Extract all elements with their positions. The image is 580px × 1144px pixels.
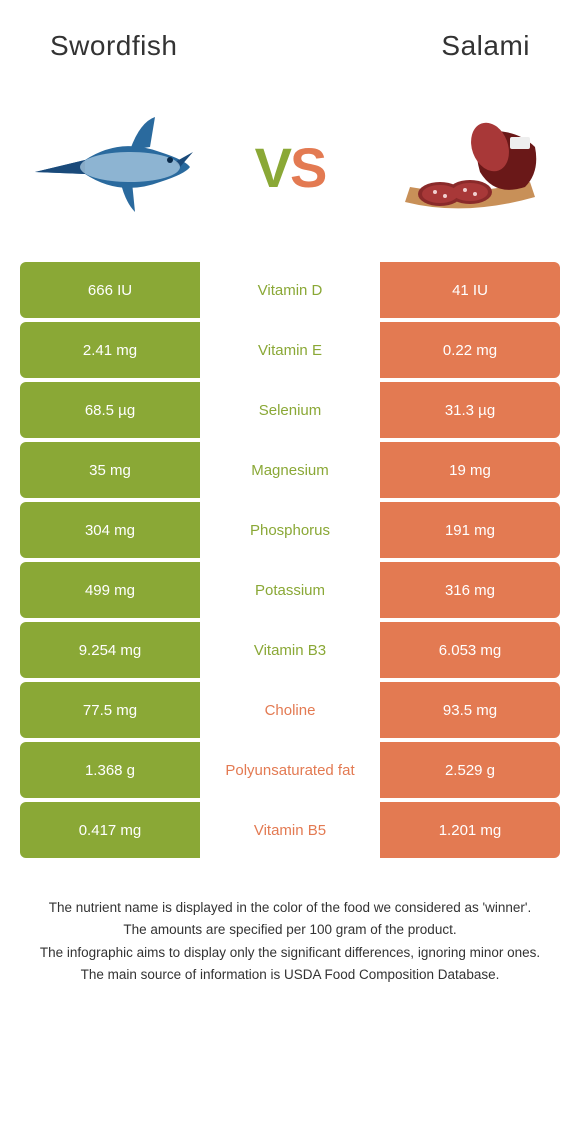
left-value: 304 mg <box>20 502 200 558</box>
table-row: 2.41 mgVitamin E0.22 mg <box>20 322 560 378</box>
table-row: 0.417 mgVitamin B51.201 mg <box>20 802 560 858</box>
header: Swordfish Salami <box>0 0 580 82</box>
nutrient-name: Vitamin D <box>200 262 380 318</box>
footer-line: The nutrient name is displayed in the co… <box>30 898 550 918</box>
right-value: 0.22 mg <box>380 322 560 378</box>
right-value: 1.201 mg <box>380 802 560 858</box>
left-value: 68.5 µg <box>20 382 200 438</box>
right-value: 31.3 µg <box>380 382 560 438</box>
left-value: 9.254 mg <box>20 622 200 678</box>
table-row: 499 mgPotassium316 mg <box>20 562 560 618</box>
left-value: 499 mg <box>20 562 200 618</box>
table-row: 1.368 gPolyunsaturated fat2.529 g <box>20 742 560 798</box>
right-value: 93.5 mg <box>380 682 560 738</box>
right-value: 41 IU <box>380 262 560 318</box>
table-row: 35 mgMagnesium19 mg <box>20 442 560 498</box>
table-row: 304 mgPhosphorus191 mg <box>20 502 560 558</box>
salami-image <box>385 102 550 232</box>
right-title: Salami <box>441 30 530 62</box>
nutrient-table: 666 IUVitamin D41 IU2.41 mgVitamin E0.22… <box>20 262 560 858</box>
nutrient-name: Vitamin E <box>200 322 380 378</box>
nutrient-name: Potassium <box>200 562 380 618</box>
right-value: 19 mg <box>380 442 560 498</box>
left-value: 2.41 mg <box>20 322 200 378</box>
right-value: 2.529 g <box>380 742 560 798</box>
right-value: 191 mg <box>380 502 560 558</box>
nutrient-name: Choline <box>200 682 380 738</box>
vs-s: S <box>290 136 325 199</box>
footer-notes: The nutrient name is displayed in the co… <box>30 898 550 985</box>
nutrient-name: Vitamin B5 <box>200 802 380 858</box>
nutrient-name: Polyunsaturated fat <box>200 742 380 798</box>
footer-line: The infographic aims to display only the… <box>30 943 550 963</box>
left-value: 666 IU <box>20 262 200 318</box>
left-value: 35 mg <box>20 442 200 498</box>
footer-line: The main source of information is USDA F… <box>30 965 550 985</box>
right-value: 6.053 mg <box>380 622 560 678</box>
swordfish-image <box>30 102 195 232</box>
nutrient-name: Selenium <box>200 382 380 438</box>
table-row: 9.254 mgVitamin B36.053 mg <box>20 622 560 678</box>
nutrient-name: Phosphorus <box>200 502 380 558</box>
table-row: 666 IUVitamin D41 IU <box>20 262 560 318</box>
nutrient-name: Magnesium <box>200 442 380 498</box>
left-value: 77.5 mg <box>20 682 200 738</box>
footer-line: The amounts are specified per 100 gram o… <box>30 920 550 940</box>
vs-label: VS <box>255 135 326 200</box>
left-value: 0.417 mg <box>20 802 200 858</box>
hero: VS <box>0 82 580 262</box>
table-row: 68.5 µgSelenium31.3 µg <box>20 382 560 438</box>
vs-v: V <box>255 136 290 199</box>
left-value: 1.368 g <box>20 742 200 798</box>
left-title: Swordfish <box>50 30 177 62</box>
right-value: 316 mg <box>380 562 560 618</box>
nutrient-name: Vitamin B3 <box>200 622 380 678</box>
table-row: 77.5 mgCholine93.5 mg <box>20 682 560 738</box>
